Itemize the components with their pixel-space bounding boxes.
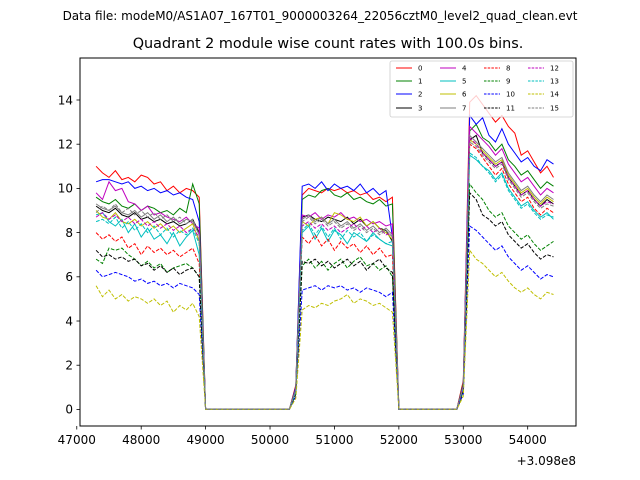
legend-label-3: 3 [418,105,422,113]
legend-label-9: 9 [506,78,510,86]
axes-frame [79,57,577,427]
series-line-2 [95,114,554,410]
legend-label-8: 8 [506,65,510,73]
x-tick-label: 51000 [315,433,353,447]
x-offset-label: +3.098e8 [517,454,576,468]
x-tick-label: 52000 [380,433,418,447]
y-tick-label: 6 [65,270,73,284]
series-line-8 [95,143,554,410]
y-tick-label: 4 [65,314,73,328]
y-tick-label: 8 [65,226,73,240]
series-line-9 [95,182,554,410]
x-tick-label: 49000 [187,433,225,447]
series-line-11 [95,191,554,410]
legend-label-0: 0 [418,65,422,73]
x-tick-label: 54000 [509,433,547,447]
legend-label-15: 15 [550,105,559,113]
x-tick-label: 50000 [251,433,289,447]
series-line-4 [95,125,554,410]
legend-label-2: 2 [418,91,422,99]
legend-label-10: 10 [506,91,515,99]
x-tick-label: 47000 [58,433,96,447]
legend-label-1: 1 [418,78,422,86]
series-line-14 [95,248,554,410]
series-line-5 [95,154,554,410]
y-tick-label: 14 [58,93,73,107]
chart-title: Quadrant 2 module wise count rates with … [133,36,524,52]
series-line-6 [95,138,554,410]
series-line-12 [95,136,554,410]
suptitle: Data file: modeM0/AS1A07_167T01_90000032… [63,9,578,23]
legend-label-6: 6 [462,91,467,99]
series-line-7 [95,134,554,410]
series-line-3 [95,134,554,410]
y-axis: 0 2 4 6 8 10 12 14 [58,93,80,417]
y-tick-label: 0 [65,403,73,417]
legend-label-7: 7 [462,105,466,113]
x-axis: 47000 48000 49000 50000 51000 52000 53000 54000 [58,426,547,447]
series-line-10 [95,225,554,410]
x-tick-label: 48000 [122,433,160,447]
legend-label-12: 12 [550,65,559,73]
y-tick-label: 2 [65,359,73,373]
legend-label-5: 5 [462,78,466,86]
series-line-1 [95,123,554,410]
legend-label-4: 4 [462,65,467,73]
y-tick-label: 10 [58,182,73,196]
legend-label-13: 13 [550,78,559,86]
series-line-15 [95,141,554,410]
x-tick-label: 53000 [444,433,482,447]
plot-area [95,94,554,410]
legend-frame [389,60,574,118]
y-tick-label: 12 [58,137,73,151]
legend-label-11: 11 [506,105,515,113]
legend-label-14: 14 [550,91,559,99]
